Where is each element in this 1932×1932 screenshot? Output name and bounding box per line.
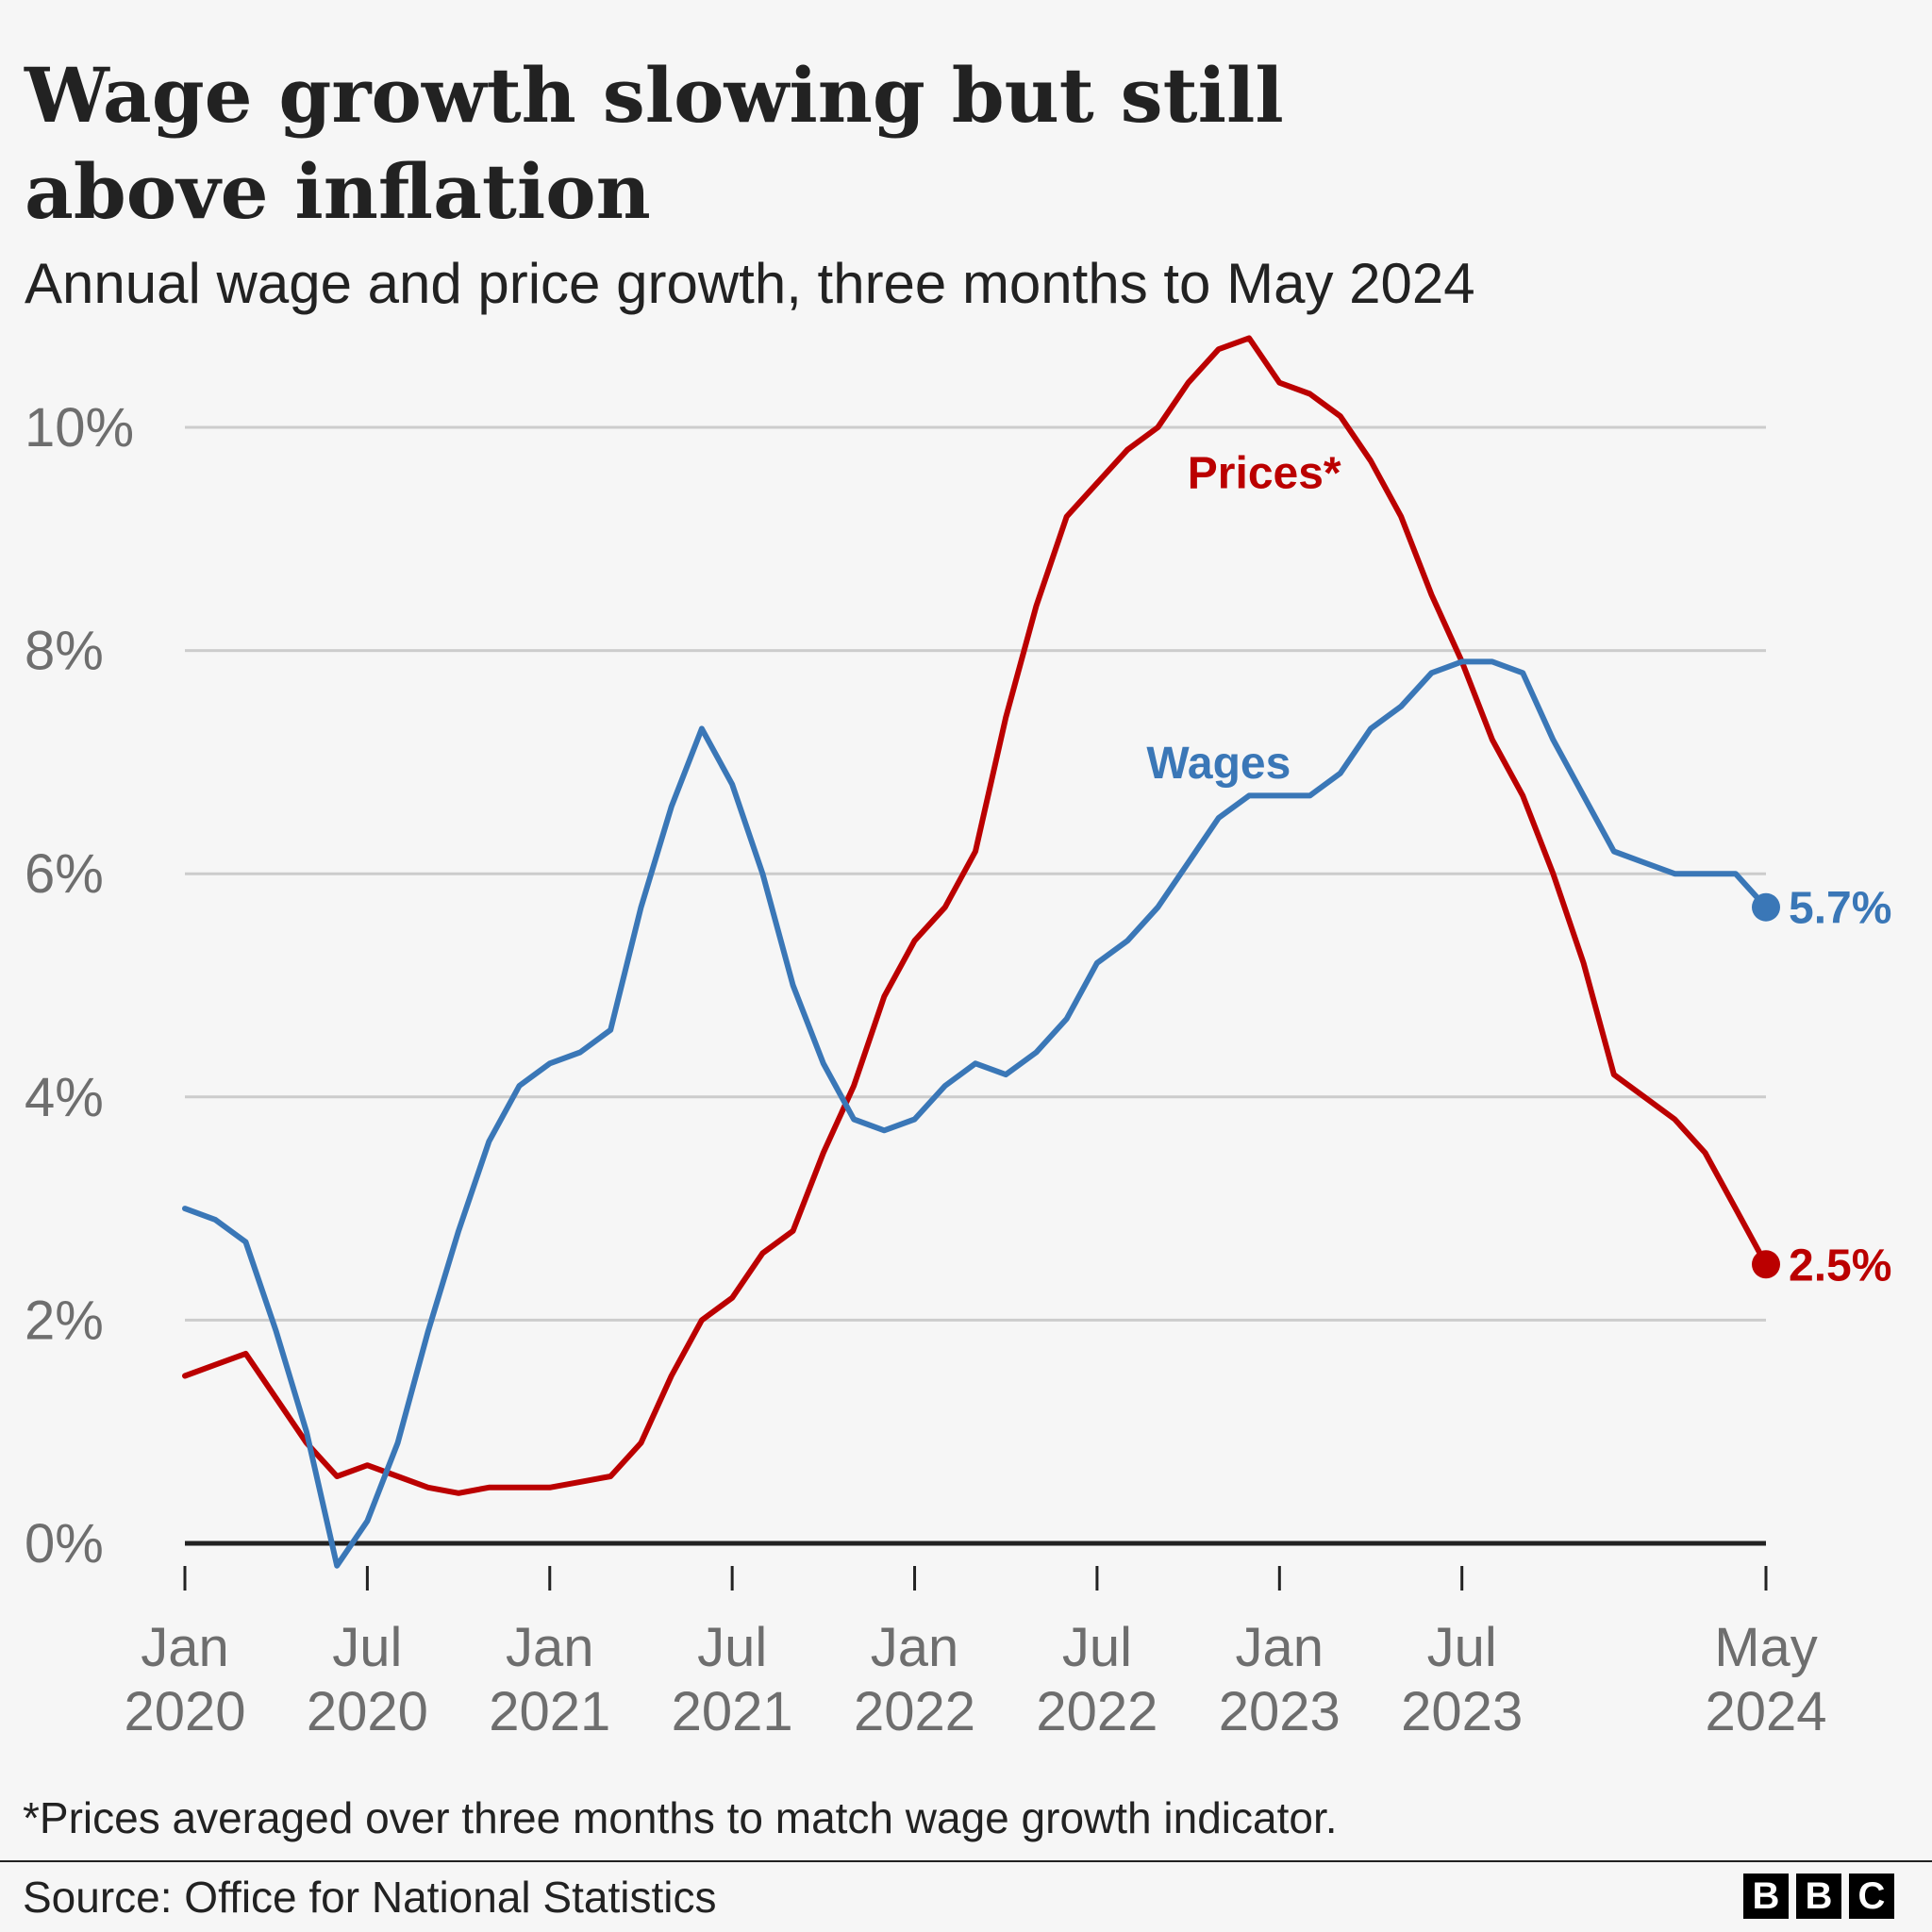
x-tick-label-jul-2023-year: 2023 [1401, 1681, 1523, 1742]
x-tick-label-jul-2021-month: Jul [697, 1617, 767, 1678]
x-tick-label-may-2024-year: 2024 [1705, 1681, 1826, 1742]
x-tick-label-jul-2021-year: 2021 [672, 1681, 793, 1742]
chart-subtitle: Annual wage and price growth, three mont… [25, 252, 1475, 315]
wages-series-label: Wages [1146, 739, 1291, 789]
prices-end-value-label: 2.5% [1789, 1241, 1891, 1291]
x-tick-label-may-2024-month: May [1714, 1617, 1818, 1678]
x-tick-label-jul-2020-year: 2020 [307, 1681, 428, 1742]
prices-series-line [182, 335, 1769, 1496]
prices-end-point [1752, 1250, 1780, 1279]
y-tick-label-10: 10% [25, 397, 134, 458]
x-tick-label-jan-2020-year: 2020 [124, 1681, 245, 1742]
chart-title: Wage growth slowing but still above infl… [25, 51, 1284, 236]
y-tick-label-0: 0% [25, 1513, 104, 1574]
source-divider [0, 1860, 1932, 1862]
wages-end-point [1752, 892, 1780, 922]
logo-letter-c: C [1849, 1874, 1894, 1919]
footnote: *Prices averaged over three months to ma… [23, 1793, 1338, 1842]
y-tick-label-4: 4% [25, 1067, 104, 1128]
source-note: Source: Office for National Statistics [23, 1873, 717, 1922]
x-tick-label-jul-2022-month: Jul [1062, 1617, 1132, 1678]
logo-letter-b1: B [1743, 1874, 1789, 1919]
x-tick-label-jan-2020-month: Jan [141, 1617, 229, 1678]
bbc-logo: B B C [1743, 1874, 1894, 1919]
logo-letter-b2: B [1796, 1874, 1841, 1919]
x-tick-label-jan-2023-year: 2023 [1219, 1681, 1341, 1742]
wages-series-line [182, 658, 1769, 1569]
x-tick-label-jan-2021-month: Jan [506, 1617, 594, 1678]
line-chart: 0%2%4%6%8%10%Jan2020Jul2020Jan2021Jul202… [25, 335, 1891, 1742]
x-tick-label-jul-2022-year: 2022 [1036, 1681, 1158, 1742]
prices-series-label: Prices* [1188, 448, 1341, 498]
x-tick-label-jul-2020-month: Jul [332, 1617, 402, 1678]
y-tick-label-8: 8% [25, 621, 104, 682]
x-tick-label-jan-2022-month: Jan [871, 1617, 959, 1678]
y-tick-label-2: 2% [25, 1290, 104, 1351]
x-tick-label-jan-2022-year: 2022 [854, 1681, 975, 1742]
x-tick-label-jan-2021-year: 2021 [489, 1681, 610, 1742]
y-tick-label-6: 6% [25, 843, 104, 905]
x-tick-label-jan-2023-month: Jan [1236, 1617, 1324, 1678]
x-tick-label-jul-2023-month: Jul [1427, 1617, 1497, 1678]
wages-end-value-label: 5.7% [1789, 884, 1891, 934]
